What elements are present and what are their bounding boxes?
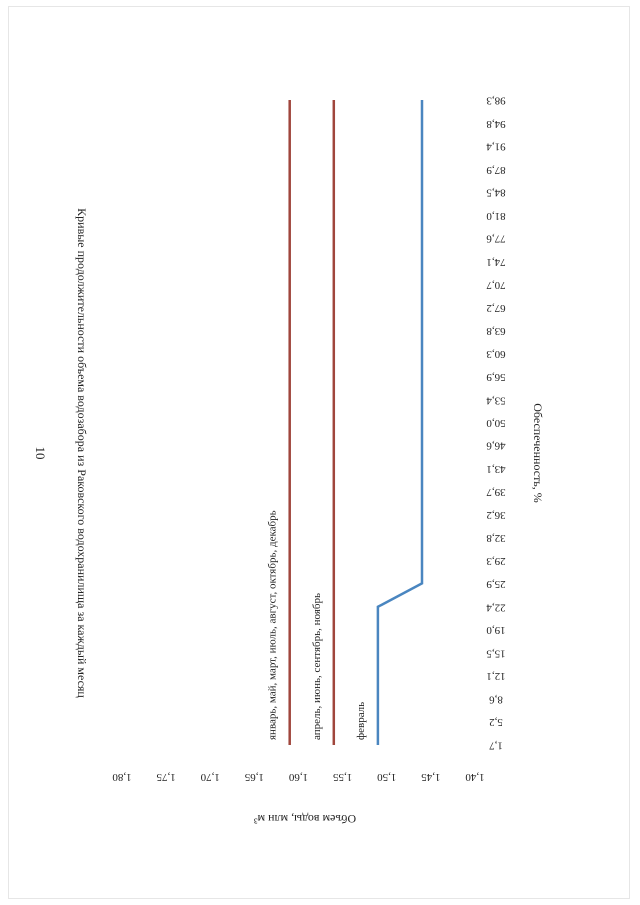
series-line	[376, 100, 424, 745]
y-tick-labels: 1,40 1,45 1,50 1,55 1,60 1,65 1,70 1,75 1,80	[112, 771, 485, 783]
x-tick-label: 74,1	[486, 256, 505, 268]
series-lines	[288, 100, 424, 745]
x-tick-label: 5,2	[489, 716, 503, 728]
x-tick-label: 70,7	[486, 279, 506, 291]
x-tick-label: 98,3	[486, 94, 506, 106]
x-tick-label: 29,3	[486, 555, 506, 567]
x-tick-label: 22,4	[486, 601, 506, 613]
x-tick-label: 60,3	[486, 348, 506, 360]
y-tick-label: 1,40	[465, 771, 485, 783]
x-tick-label: 36,2	[486, 509, 505, 521]
page-number: 10	[33, 447, 48, 460]
y-tick-label: 1,55	[332, 771, 352, 783]
x-tick-label: 19,0	[486, 624, 506, 636]
y-tick-label: 1,45	[421, 771, 441, 783]
chart-title: Кривые продолжительности объема водозабо…	[75, 208, 89, 698]
x-tick-label: 77,6	[486, 233, 506, 245]
x-tick-label: 63,8	[486, 325, 506, 337]
x-tick-label: 94,8	[486, 118, 506, 130]
x-tick-label: 12,1	[486, 670, 505, 682]
x-tick-label: 15,5	[486, 647, 506, 659]
x-tick-label: 25,9	[486, 578, 506, 590]
x-tick-label: 32,8	[486, 532, 506, 544]
x-tick-label: 50,0	[486, 417, 506, 429]
y-tick-label: 1,80	[112, 771, 132, 783]
x-tick-label: 39,7	[486, 486, 506, 498]
x-axis-title: Обеспеченность, %	[531, 403, 545, 503]
series-label: январь, май, март, июль, август, октябрь…	[267, 510, 279, 740]
series-label: февраль	[355, 702, 367, 740]
y-tick-label: 1,75	[156, 771, 176, 783]
x-tick-label: 84,5	[486, 187, 506, 199]
x-tick-label: 8,6	[489, 693, 503, 705]
x-tick-label: 43,1	[486, 463, 505, 475]
x-tick-label: 46,6	[486, 440, 506, 452]
y-axis-title: Объем воды, млн м³	[254, 812, 357, 826]
x-tick-label: 91,4	[486, 141, 506, 153]
y-tick-label: 1,70	[200, 771, 220, 783]
y-tick-label: 1,65	[244, 771, 264, 783]
y-tick-label: 1,50	[377, 771, 397, 783]
x-tick-label: 67,2	[486, 302, 505, 314]
x-tick-label: 56,9	[486, 371, 506, 383]
x-tick-label: 1,7	[489, 739, 503, 751]
x-tick-label: 87,9	[486, 164, 506, 176]
y-tick-label: 1,60	[288, 771, 308, 783]
x-tick-labels: 1,7 5,2 8,6 12,1 15,5 19,0 22,4 25,9 29,3 32,8 36,…	[486, 94, 506, 751]
series-labels: январь, май, март, июль, август, октябрь…	[267, 510, 367, 740]
series-label: апрель, июнь, сентябрь, ноябрь	[311, 593, 323, 740]
page-border	[8, 6, 630, 899]
x-tick-label: 53,4	[486, 394, 506, 406]
x-tick-label: 81,0	[486, 210, 506, 222]
